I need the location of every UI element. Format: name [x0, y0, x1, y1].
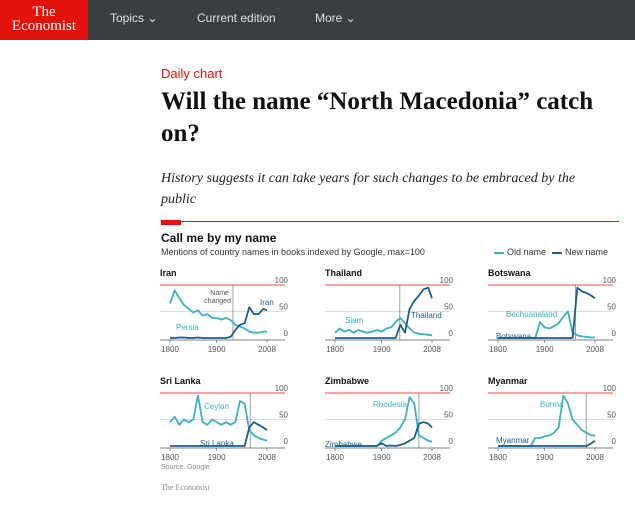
x-tick-label: 1800 — [489, 453, 507, 462]
chart-legend: Old name New name — [494, 247, 608, 257]
y-tick-label: 0 — [612, 437, 617, 446]
y-tick-label: 50 — [444, 303, 453, 312]
chart-subtitle: Mentions of country names in books index… — [161, 247, 425, 257]
y-tick-label: 0 — [612, 329, 617, 338]
chart-panel-sri-lanka: 100 50 0 1800 1900 2008 Sri Lanka Ceylon Sri Lan… — [160, 376, 305, 472]
series-old-name — [169, 394, 268, 442]
panel-plot: 100 50 0 1800 1900 2008 — [488, 276, 617, 354]
legend-new: New name — [552, 247, 608, 257]
legend-new-swatch — [552, 251, 563, 254]
chart-panel-myanmar: 100 50 0 1800 1900 2008 Myanmar Burma Myanmar — [488, 376, 633, 472]
panel-title: Sri Lanka — [160, 376, 201, 386]
legend-old-label: Old name — [507, 247, 547, 257]
chart-panel-zimbabwe: 100 50 0 1800 1900 2008 Zimbabwe Rhodesia Zimbab… — [325, 376, 470, 472]
page-title: Will the name “North Macedonia” catch on… — [161, 88, 594, 147]
old-name-label: Rhodesia — [373, 400, 407, 409]
new-name-label: Thailand — [411, 311, 442, 320]
y-tick-label: 0 — [284, 329, 289, 338]
x-tick-label: 1800 — [326, 345, 344, 354]
new-name-label: Botswana — [496, 332, 532, 341]
x-tick-label: 2008 — [423, 345, 441, 354]
nav-topics[interactable]: Topics ⌄ — [110, 11, 158, 25]
y-tick-label: 100 — [440, 276, 454, 285]
panel-plot: 100 50 0 1800 1900 2008 — [325, 384, 454, 462]
y-tick-label: 0 — [449, 329, 454, 338]
old-name-label: Ceylon — [204, 402, 229, 411]
panel-title: Botswana — [488, 268, 531, 278]
logo-line1: The — [32, 4, 56, 20]
article-subtitle: History suggests it can take years for s… — [161, 171, 576, 207]
y-tick-label: 0 — [449, 437, 454, 446]
chart-source: Source: Google — [161, 464, 210, 471]
x-tick-label: 1900 — [373, 345, 391, 354]
top-nav: The Economist Topics ⌄ Current edition Mo… — [0, 0, 635, 40]
chart-panel-iran: 100 50 0 1800 1900 2008 Name changed Iran Persia I… — [160, 268, 305, 364]
series-new-name — [170, 421, 268, 447]
panel-plot: 100 50 0 1800 1900 2008 — [160, 384, 289, 462]
new-name-label: Iran — [260, 298, 274, 307]
nav-current-edition[interactable]: Current edition — [197, 11, 276, 25]
y-tick-label: 100 — [440, 384, 454, 393]
x-tick-label: 1800 — [326, 453, 344, 462]
legend-old-swatch — [494, 251, 504, 254]
chart-rule — [161, 221, 619, 222]
panel-title: Thailand — [325, 268, 363, 278]
logo-line2: Economist — [11, 18, 77, 34]
y-tick-label: 50 — [607, 303, 616, 312]
x-tick-label: 1800 — [489, 345, 507, 354]
panel-plot: 100 50 0 1800 1900 2008 — [488, 384, 617, 462]
chart-title: Call me by my name — [161, 231, 277, 245]
x-tick-label: 1900 — [536, 453, 554, 462]
panel-title: Myanmar — [488, 376, 528, 386]
series-new-name — [335, 286, 433, 339]
y-tick-label: 50 — [279, 303, 288, 312]
y-tick-label: 100 — [603, 384, 617, 393]
series-new-name — [335, 421, 433, 447]
new-name-label: Sri Lanka — [200, 439, 234, 448]
old-name-label: Siam — [345, 316, 364, 325]
x-tick-label: 1900 — [536, 345, 554, 354]
y-tick-label: 50 — [607, 411, 616, 420]
series-new-name — [498, 439, 596, 447]
x-tick-label: 1900 — [208, 345, 226, 354]
article-kicker[interactable]: Daily chart — [161, 66, 223, 81]
panel-title: Iran — [160, 268, 177, 278]
legend-old: Old name — [494, 247, 546, 257]
series-old-name — [334, 317, 433, 337]
x-tick-label: 2008 — [423, 453, 441, 462]
new-name-label: Myanmar — [496, 436, 530, 445]
series-new-name — [498, 286, 596, 339]
x-tick-label: 2008 — [586, 453, 604, 462]
y-tick-label: 50 — [444, 411, 453, 420]
y-tick-label: 100 — [275, 384, 289, 393]
y-tick-label: 50 — [279, 411, 288, 420]
name-changed-annotation: Name changed — [204, 290, 231, 305]
x-tick-label: 2008 — [258, 453, 276, 462]
series-new-name — [170, 306, 268, 339]
x-tick-label: 1800 — [161, 453, 179, 462]
panel-plot: 100 50 0 1800 1900 2008 — [325, 276, 454, 354]
nav-more[interactable]: More ⌄ — [315, 11, 356, 25]
old-name-label: Persia — [176, 323, 199, 332]
panel-title: Zimbabwe — [325, 376, 370, 386]
chart-red-tag — [161, 220, 181, 225]
y-tick-label: 100 — [603, 276, 617, 285]
x-tick-label: 2008 — [258, 345, 276, 354]
old-name-label: Burma — [540, 400, 564, 409]
x-tick-label: 1800 — [161, 345, 179, 354]
panel-plot: 100 50 0 1800 1900 2008 Name changed — [160, 276, 289, 354]
series-old-name — [169, 289, 267, 334]
x-tick-label: 2008 — [586, 345, 604, 354]
chart-panel-botswana: 100 50 0 1800 1900 2008 Botswana Bechuanaland Bo… — [488, 268, 633, 364]
y-tick-label: 100 — [275, 276, 289, 285]
old-name-label: Bechuanaland — [506, 310, 558, 319]
x-tick-label: 1900 — [373, 453, 391, 462]
chart-credit: The Economist — [161, 483, 210, 492]
legend-new-label: New name — [565, 247, 609, 257]
new-name-label: Zimbabwe — [325, 440, 362, 449]
y-tick-label: 0 — [284, 437, 289, 446]
economist-logo[interactable]: The Economist — [0, 0, 88, 40]
x-tick-label: 1900 — [208, 453, 226, 462]
chart-panel-thailand: 100 50 0 1800 1900 2008 Thailand Siam Thailand — [325, 268, 470, 364]
